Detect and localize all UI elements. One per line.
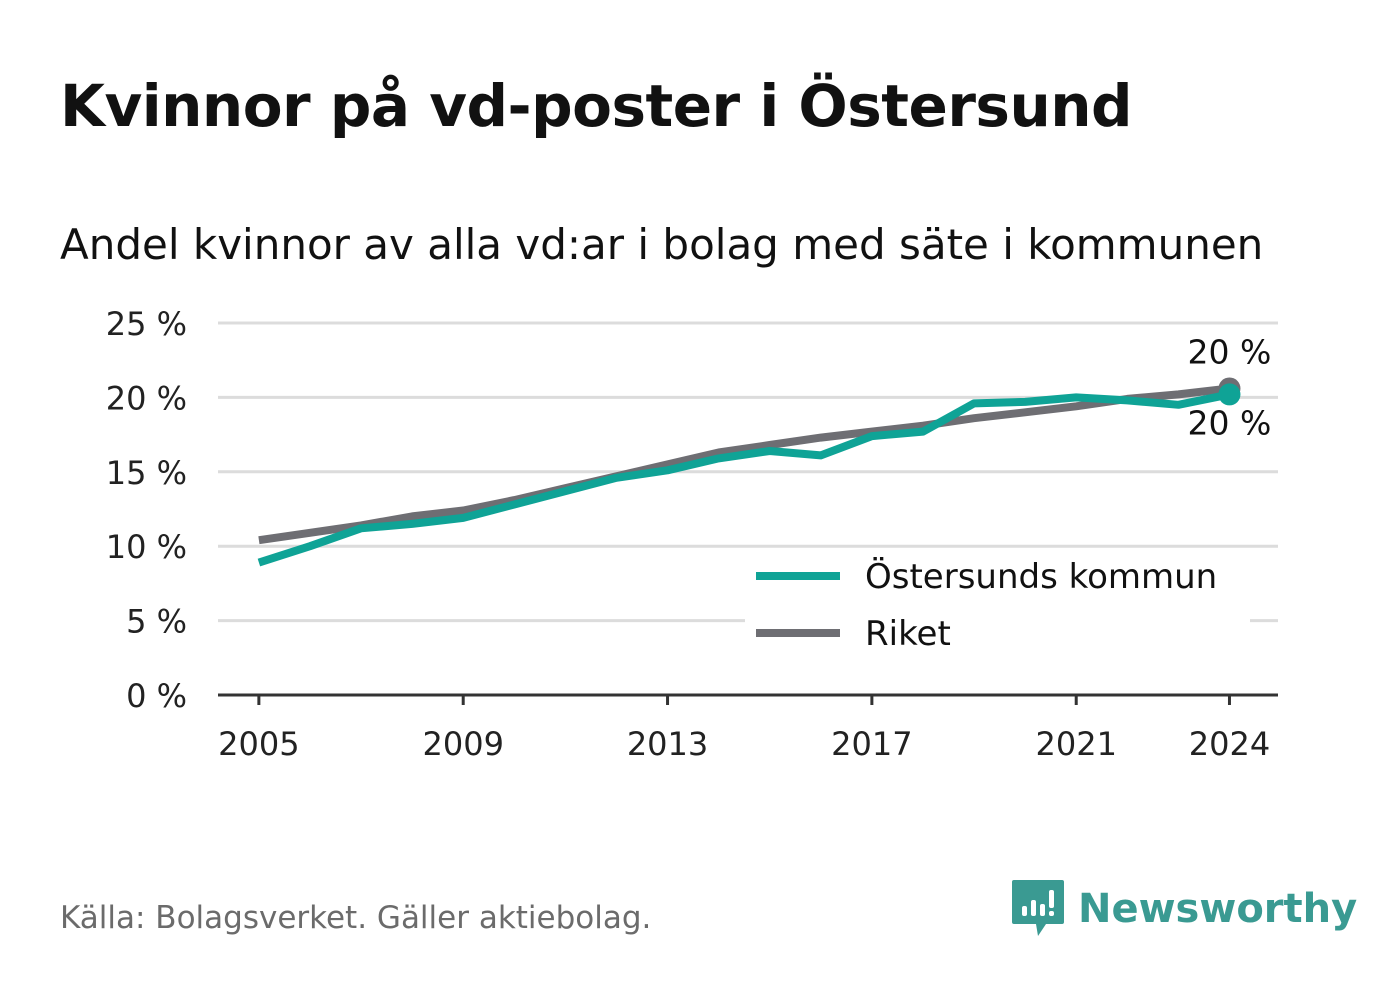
legend: Östersunds kommun Riket	[745, 548, 1250, 663]
chart-title: Kvinnor på vd-poster i Östersund	[60, 72, 1133, 140]
y-tick-label: 5 %	[126, 603, 187, 641]
x-tick-label: 2024	[1189, 725, 1270, 763]
x-axis-ticks: 2005 2009 2013 2017 2021 2024	[218, 695, 1270, 763]
y-tick-label: 15 %	[106, 454, 187, 492]
x-tick-label: 2005	[218, 725, 299, 763]
series-line	[257, 390, 1231, 567]
legend-label: Östersunds kommun	[865, 556, 1217, 597]
x-tick-label: 2009	[422, 725, 503, 763]
series-end-label: 20 %	[1188, 403, 1272, 442]
newsworthy-logo-icon	[1012, 880, 1064, 936]
series-line	[258, 384, 1230, 545]
y-tick-label: 10 %	[106, 528, 187, 566]
brand-logo: Newsworthy	[1010, 878, 1357, 940]
series-end-label: 20 %	[1188, 332, 1272, 371]
x-tick-label: 2017	[831, 725, 912, 763]
x-tick-label: 2013	[627, 725, 708, 763]
series-group	[257, 377, 1241, 567]
y-tick-label: 0 %	[126, 677, 187, 715]
chart-subtitle: Andel kvinnor av alla vd:ar i bolag med …	[60, 220, 1264, 269]
y-tick-label: 20 %	[106, 379, 187, 417]
brand-name: Newsworthy	[1078, 886, 1358, 932]
series-end-point	[1218, 383, 1241, 406]
y-axis-ticks: 0 % 5 % 10 % 15 % 20 % 25 %	[106, 305, 187, 715]
y-tick-label: 25 %	[106, 305, 187, 343]
x-tick-label: 2021	[1035, 725, 1116, 763]
legend-background	[745, 548, 1250, 663]
end-labels: 20 % 20 %	[1188, 332, 1272, 442]
legend-label: Riket	[865, 614, 951, 654]
source-note: Källa: Bolagsverket. Gäller aktiebolag.	[60, 900, 652, 936]
